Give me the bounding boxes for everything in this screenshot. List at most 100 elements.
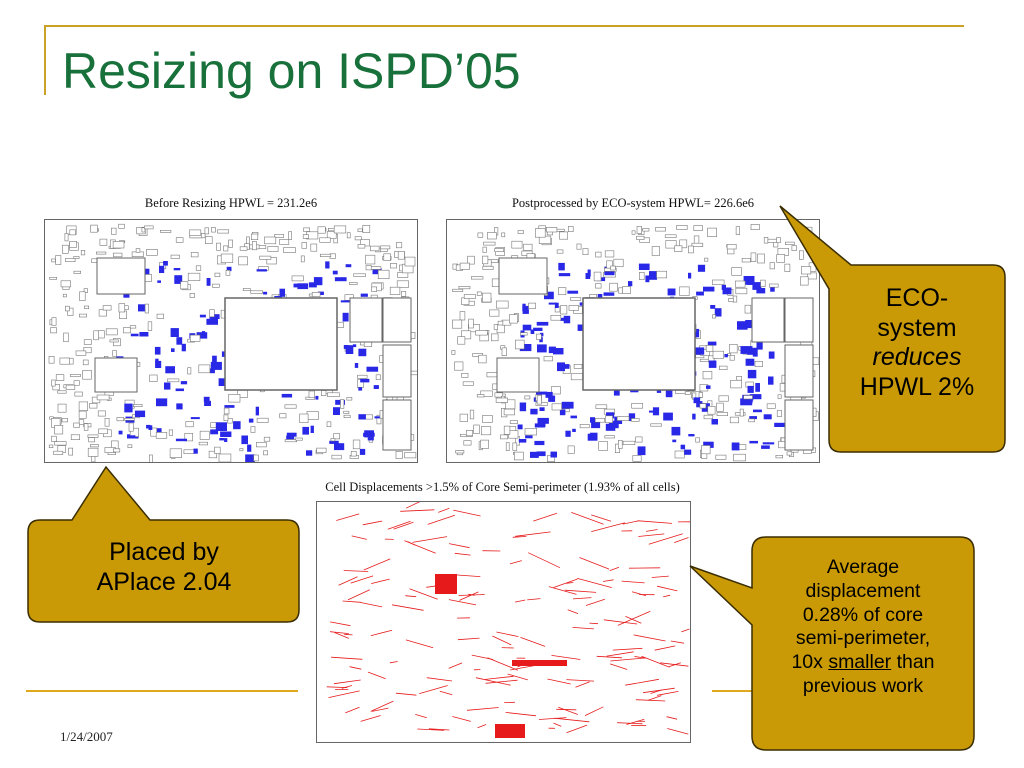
displacement-callout-line4: semi-perimeter,: [795, 627, 931, 650]
cell-mark: [735, 226, 741, 235]
cell-mark: [170, 328, 179, 337]
cell-mark: [540, 332, 544, 337]
displacement-line: [363, 558, 391, 571]
cell-mark: [353, 273, 366, 277]
cell-mark: [769, 283, 779, 288]
cell-mark: [360, 378, 370, 383]
displacement-line: [338, 576, 358, 586]
cell-mark: [465, 430, 473, 437]
cell-mark: [68, 447, 74, 456]
cell-mark: [105, 328, 118, 336]
displacement-line: [533, 512, 558, 522]
displacement-line: [448, 662, 463, 669]
cell-mark: [326, 231, 337, 239]
cell-mark: [477, 232, 484, 238]
cell-mark: [362, 225, 371, 233]
cell-mark: [224, 405, 235, 408]
cell-mark: [587, 269, 591, 277]
cell-mark: [489, 309, 500, 317]
macro-block: [784, 344, 814, 398]
cell-mark: [327, 228, 335, 232]
cell-mark: [535, 228, 546, 238]
cell-mark: [459, 262, 470, 270]
cell-mark: [743, 276, 755, 285]
displacement-line: [527, 598, 541, 601]
displacement-line: [551, 655, 581, 660]
cell-mark: [638, 263, 650, 270]
cell-mark: [187, 367, 192, 375]
cell-mark: [83, 423, 89, 431]
cell-mark: [357, 374, 368, 379]
cell-mark: [501, 347, 507, 357]
cell-mark: [352, 439, 361, 450]
cell-mark: [73, 256, 80, 259]
displacement-line: [371, 578, 390, 584]
cell-mark: [595, 283, 602, 289]
cell-mark: [568, 226, 574, 233]
cell-mark: [618, 287, 623, 294]
displacement-line: [642, 687, 675, 694]
cell-mark: [680, 444, 686, 450]
cell-mark: [455, 450, 465, 454]
cell-mark: [696, 291, 704, 296]
cell-mark: [604, 250, 615, 258]
cell-mark: [637, 446, 646, 456]
cell-mark: [505, 442, 510, 452]
cell-mark: [279, 239, 290, 245]
cell-mark: [503, 425, 511, 435]
macro-block: [496, 357, 540, 393]
cell-mark: [546, 227, 558, 233]
cell-mark: [263, 436, 271, 442]
cell-mark: [708, 360, 717, 368]
displacement-line: [663, 594, 671, 598]
cell-mark: [457, 336, 466, 345]
cell-mark: [752, 282, 762, 290]
cell-mark: [220, 253, 234, 263]
cell-mark: [83, 339, 92, 345]
cell-mark: [329, 440, 339, 444]
cell-mark: [316, 447, 327, 453]
cell-mark: [628, 281, 633, 287]
cell-mark: [147, 321, 153, 331]
displacement-line: [417, 728, 445, 731]
cell-mark: [676, 225, 688, 230]
displacement-callout: Average displacement 0.28% of core semi-…: [754, 556, 972, 699]
cell-mark: [763, 414, 772, 420]
cell-mark: [118, 223, 125, 229]
displacement-line: [457, 637, 480, 641]
cell-mark: [346, 232, 351, 239]
cell-mark: [96, 394, 110, 401]
cell-mark: [99, 238, 108, 246]
displacement-line: [609, 663, 628, 670]
displacement-line: [602, 579, 614, 582]
cell-mark: [730, 380, 742, 389]
cell-mark: [383, 253, 391, 261]
cell-mark: [719, 365, 728, 371]
cell-mark: [180, 281, 189, 290]
displacement-line: [647, 695, 662, 701]
cell-mark: [679, 239, 688, 249]
cell-mark: [224, 438, 228, 442]
cell-mark: [93, 330, 99, 341]
cell-mark: [57, 403, 67, 413]
displacement-callout-line6: previous work: [802, 674, 924, 697]
cell-mark: [655, 227, 666, 232]
cell-mark: [352, 344, 357, 348]
displacement-line: [648, 533, 683, 545]
cell-mark: [536, 333, 542, 340]
cell-mark: [522, 303, 526, 307]
cell-mark: [553, 348, 564, 355]
cell-mark: [652, 407, 660, 416]
cell-mark: [73, 270, 81, 274]
cell-mark: [59, 357, 70, 365]
cell-mark: [663, 412, 673, 421]
slide-date: 1/24/2007: [60, 729, 113, 744]
displacement-line: [646, 529, 658, 532]
cell-mark: [798, 250, 804, 260]
displacement-line: [496, 631, 519, 637]
cell-mark: [483, 241, 496, 246]
cell-mark: [591, 422, 601, 429]
cell-mark: [530, 329, 535, 334]
displacement-line: [538, 717, 567, 720]
cell-mark: [704, 257, 709, 262]
